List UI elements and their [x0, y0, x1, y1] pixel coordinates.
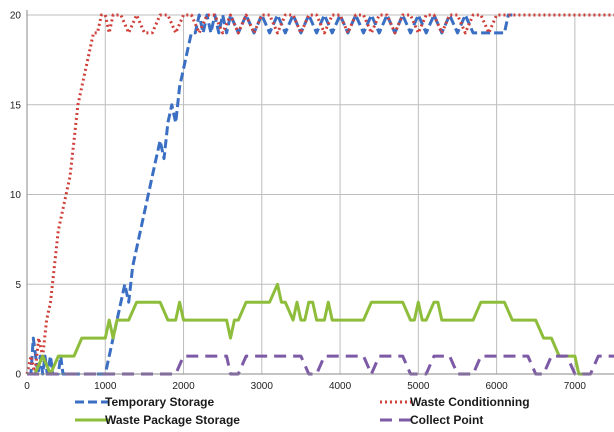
x-tick-label: 6000: [485, 381, 508, 392]
x-tick-label: 0: [24, 381, 30, 392]
x-tick-label: 4000: [329, 381, 352, 392]
series-line-2: [27, 282, 583, 376]
legend-label: Waste Conditionning: [410, 395, 530, 409]
x-tick-label: 7000: [564, 381, 587, 392]
axes: 0 5 10 15 20 0 1000 2000 3000 4000 5000 6000 7000: [10, 10, 614, 392]
legend-label: Collect Point: [410, 413, 483, 427]
y-tick-label: 20: [10, 11, 22, 22]
series-line-3: [27, 354, 614, 376]
y-tick-label: 15: [10, 100, 22, 111]
x-tick-label: 1000: [94, 381, 117, 392]
legend: Temporary Storage Waste Conditionning Wast…: [75, 395, 530, 427]
legend-label: Waste Package Storage: [105, 413, 240, 427]
y-tick-label: 0: [15, 370, 21, 381]
x-tick-label: 2000: [172, 381, 195, 392]
legend-label: Temporary Storage: [105, 395, 214, 409]
x-tick-label: 5000: [407, 381, 430, 392]
series-line-1: [25, 13, 614, 376]
y-tick-label: 5: [15, 280, 21, 291]
y-tick-label: 10: [10, 190, 22, 201]
x-tick-label: 3000: [251, 381, 274, 392]
